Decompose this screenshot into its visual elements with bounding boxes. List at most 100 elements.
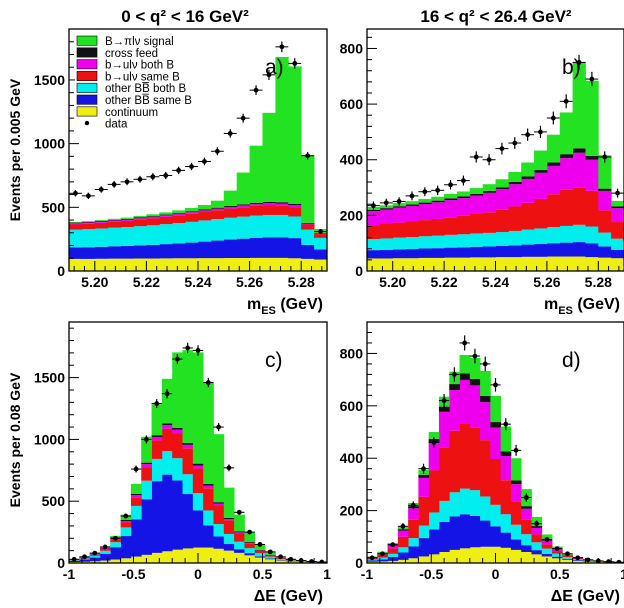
bar-continuum [444, 257, 458, 271]
data-point [174, 356, 180, 362]
bar-cross-feed [275, 202, 289, 204]
bar-b-ul-same-b [244, 543, 256, 549]
bar-b-l-signal [133, 215, 147, 218]
bar-other-bb-same-b [397, 552, 409, 560]
bar-b-ul-same-b [418, 220, 432, 237]
bar-b-l-signal [500, 426, 512, 452]
bar-cross-feed [244, 541, 256, 543]
data-point [410, 502, 416, 508]
x-tick-label: 5.28 [288, 274, 315, 290]
bar-b-ul-same-b [198, 212, 212, 221]
data-point [380, 551, 385, 557]
bar-other-bb-same-b [418, 538, 430, 557]
panel-a: 0 500 1000 1500 5.20 5.22 5.24 5.26 5.28 mES (GeV… [34, 28, 328, 317]
x-tick-label: 5.26 [533, 274, 560, 290]
bar-continuum [69, 258, 83, 271]
bar-cross-feed [262, 201, 276, 204]
y-tick-label: 400 [340, 450, 364, 466]
x-tick-label: 0 [492, 566, 500, 582]
bar-other-bb-same-b [482, 246, 496, 258]
bar-other-bb-both-b [223, 217, 238, 240]
bar-b-ul-same-b [541, 544, 553, 549]
y-tick-label: 600 [340, 398, 364, 414]
bar-continuum [110, 559, 121, 563]
bar-other-bb-same-b [120, 245, 134, 259]
x-tick-label: 0.5 [253, 566, 273, 582]
bar-other-bb-same-b [418, 248, 432, 258]
bar-continuum [521, 551, 532, 563]
y-tick-label: 0 [57, 555, 65, 571]
data-point [318, 229, 323, 234]
data-point [305, 153, 311, 159]
bar-b-ul-both-b [521, 508, 532, 520]
bar-b-ul-both-b [397, 530, 409, 537]
data-point [102, 544, 108, 550]
data-point [473, 154, 479, 160]
bar-b-ul-same-b [456, 215, 471, 235]
bar-continuum [223, 550, 235, 563]
bar-b-ul-same-b [392, 222, 406, 238]
bar-b-ul-both-b [182, 444, 194, 449]
data-point [493, 382, 498, 388]
bar-other-bb-same-b [110, 547, 121, 560]
bar-other-bb-both-b [572, 224, 586, 243]
bar-b-ul-both-b [546, 165, 561, 195]
bar-b-ul-same-b [531, 534, 543, 543]
bar-b-l-signal [428, 432, 440, 439]
bar-continuum [254, 557, 266, 563]
bar-b-l-signal [141, 436, 152, 463]
data-point [460, 178, 466, 183]
bar-b-ul-both-b [392, 207, 406, 223]
x-tick-label: 5.28 [585, 274, 612, 290]
panel-label: b) [562, 56, 581, 79]
bar-cross-feed [521, 176, 535, 179]
data-point [534, 521, 540, 527]
bar-b-ul-both-b [408, 508, 419, 520]
bar-other-bb-same-b [79, 559, 91, 562]
bar-b-l-signal [598, 155, 612, 189]
bar-b-ul-both-b [120, 520, 132, 523]
bar-cross-feed [288, 204, 302, 206]
bar-other-bb-same-b [185, 242, 199, 259]
bar-continuum [449, 549, 460, 563]
bar-b-l-signal [182, 350, 194, 443]
x-tick-label: -0.5 [121, 566, 145, 582]
bar-b-ul-both-b [449, 390, 460, 431]
bar-b-ul-same-b [301, 224, 315, 230]
bar-b-ul-both-b [521, 178, 535, 203]
bar-b-l-signal [159, 212, 173, 215]
bar-other-bb-both-b [598, 232, 612, 247]
bar-b-ul-both-b [249, 204, 263, 206]
bar-other-bb-both-b [314, 237, 327, 250]
panel-label: a) [265, 56, 284, 79]
bar-continuum [159, 258, 173, 271]
panel-label: d) [562, 349, 581, 372]
bar-other-bb-both-b [94, 228, 109, 247]
bar-other-bb-same-b [405, 249, 419, 259]
bar-continuum [94, 258, 109, 271]
bar-b-ul-both-b [203, 485, 214, 489]
bar-continuum [182, 548, 194, 563]
bar-b-ul-both-b [133, 218, 147, 220]
bar-other-bb-both-b [449, 492, 460, 517]
data-point [589, 76, 595, 82]
bar-b-ul-same-b [431, 218, 445, 236]
bar-continuum [285, 561, 297, 563]
bar-cross-feed [495, 187, 509, 190]
bar-b-ul-both-b [405, 205, 419, 222]
bar-other-bb-same-b [99, 553, 111, 561]
data-point [563, 98, 569, 104]
bar-other-bb-both-b [387, 553, 399, 557]
bar-cross-feed [182, 442, 194, 445]
legend-swatch [76, 71, 98, 82]
bar-other-bb-same-b [141, 499, 152, 555]
data-point [154, 401, 160, 406]
bar-continuum [459, 548, 471, 563]
bar-other-bb-both-b [161, 451, 173, 475]
bar-continuum [438, 551, 450, 563]
bar-cross-feed [236, 204, 250, 206]
bar-other-bb-same-b [275, 237, 289, 258]
legend-label: B→πlν signal [105, 36, 174, 48]
bar-continuum [236, 258, 250, 271]
bar-b-l-signal [81, 221, 96, 222]
